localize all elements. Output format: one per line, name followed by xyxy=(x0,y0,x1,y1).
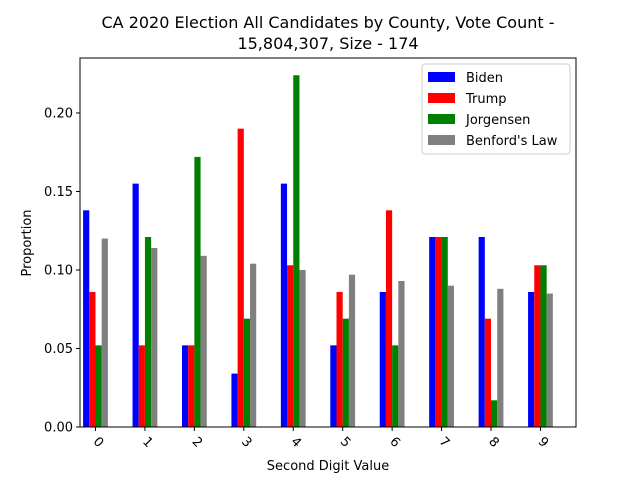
bar-biden-5 xyxy=(330,345,337,427)
bar-biden-7 xyxy=(429,237,436,427)
bar-biden-9 xyxy=(528,291,535,427)
bar-jorgensen-0 xyxy=(95,345,102,427)
y-tick-label: 0.20 xyxy=(44,106,73,121)
bar-jorgensen-6 xyxy=(392,345,399,427)
bars-group xyxy=(83,75,553,428)
legend: Biden Trump Jorgensen Benford's Law xyxy=(421,63,571,155)
legend-swatch xyxy=(428,72,455,82)
bar-trump-4 xyxy=(287,265,294,427)
y-axis-label: Proportion xyxy=(20,209,35,276)
bar-benford-s-law-3 xyxy=(250,263,257,427)
bar-trump-3 xyxy=(237,128,244,427)
bar-benford-s-law-0 xyxy=(101,238,108,427)
bar-biden-8 xyxy=(478,237,485,427)
bar-benford-s-law-1 xyxy=(151,248,158,427)
legend-box xyxy=(421,63,571,155)
y-tick-label: 0.00 xyxy=(44,421,73,436)
bar-trump-1 xyxy=(138,345,145,427)
bar-jorgensen-5 xyxy=(342,318,349,427)
bar-jorgensen-7 xyxy=(441,237,448,427)
bar-biden-3 xyxy=(231,373,238,427)
plot-frame xyxy=(79,57,577,428)
bar-benford-s-law-4 xyxy=(299,269,306,427)
bar-jorgensen-8 xyxy=(491,400,498,427)
bar-trump-5 xyxy=(336,291,343,427)
bar-jorgensen-2 xyxy=(194,156,201,428)
bar-jorgensen-1 xyxy=(144,237,152,427)
legend-swatch xyxy=(428,93,455,103)
legend-label: Trump xyxy=(465,92,507,107)
legend-swatch xyxy=(428,114,455,124)
chart-title-line-1: CA 2020 Election All Candidates by Count… xyxy=(101,13,554,32)
bar-trump-2 xyxy=(188,345,195,427)
bar-jorgensen-9 xyxy=(540,265,547,427)
bar-trump-9 xyxy=(534,265,541,427)
y-tick-label: 0.10 xyxy=(44,263,73,278)
x-axis-label: Second Digit Value xyxy=(267,459,389,474)
y-tick-label: 0.15 xyxy=(44,185,73,200)
bar-benford-s-law-6 xyxy=(398,280,405,427)
chart-title-line-2: 15,804,307, Size - 174 xyxy=(237,34,418,53)
bar-biden-0 xyxy=(83,210,90,427)
bar-jorgensen-3 xyxy=(243,318,251,427)
bar-trump-8 xyxy=(484,318,492,427)
legend-swatch xyxy=(428,135,455,145)
bar-benford-s-law-9 xyxy=(546,293,553,427)
bar-benford-s-law-7 xyxy=(447,285,454,427)
bar-benford-s-law-2 xyxy=(200,255,207,427)
bar-trump-7 xyxy=(435,237,442,427)
bar-trump-0 xyxy=(89,291,96,427)
legend-label: Biden xyxy=(466,71,503,86)
bar-biden-6 xyxy=(379,291,386,427)
bar-biden-1 xyxy=(132,183,139,427)
bar-jorgensen-4 xyxy=(293,75,300,428)
legend-label: Benford's Law xyxy=(466,134,558,149)
y-tick-label: 0.05 xyxy=(44,342,73,357)
bar-trump-6 xyxy=(385,210,393,427)
bar-biden-2 xyxy=(181,345,189,427)
bar-benford-s-law-8 xyxy=(497,288,504,427)
legend-label: Jorgensen xyxy=(465,113,530,128)
bar-biden-4 xyxy=(280,183,288,427)
y-axis: 0.00 0.05 0.10 0.15 0.20 xyxy=(44,106,80,436)
bar-benford-s-law-5 xyxy=(348,274,356,427)
